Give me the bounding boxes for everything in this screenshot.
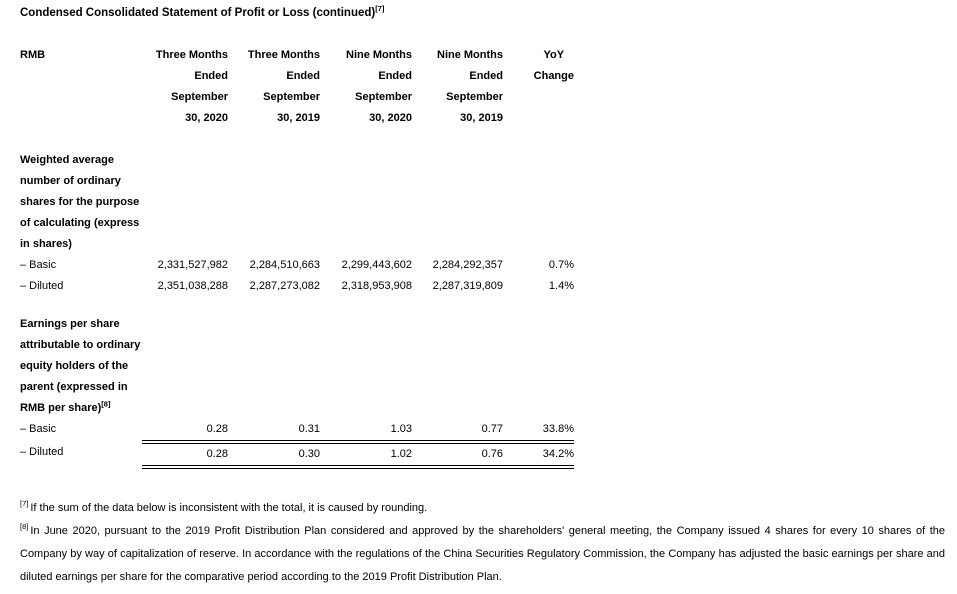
footnote-7: [7] If the sum of the data below is incon… xyxy=(20,497,945,520)
footnote-text: In June 2020, pursuant to the 2019 Profi… xyxy=(20,525,945,583)
row-label: – Diluted xyxy=(20,446,64,458)
column-header-3m-2020: Three Months Ended September 30, 2020 xyxy=(155,49,228,124)
column-header-yoy-change: YoY Change xyxy=(503,45,574,129)
section-footnote-ref: [8] xyxy=(101,399,111,409)
column-header-3m-2019: Three Months Ended September 30, 2019 xyxy=(247,49,320,124)
cell-value: 2,351,038,288 xyxy=(157,280,228,292)
footnote-text: If the sum of the data below is inconsis… xyxy=(30,502,428,514)
yoy-change-label: YoY Change xyxy=(533,49,574,82)
cell-value: 0.28 xyxy=(142,419,228,444)
cell-value: 2,284,292,357 xyxy=(432,259,503,271)
section-label-row-earnings-per-share: Earnings per share attributable to ordin… xyxy=(20,314,574,419)
table-row-shares-basic: – Basic 2,331,527,982 2,284,510,663 2,29… xyxy=(20,255,574,276)
cell-value: 0.30 xyxy=(228,442,320,469)
section-label: Weighted average number of ordinary shar… xyxy=(20,150,574,255)
cell-value: 0.7% xyxy=(548,259,574,271)
column-header-9m-2020: Nine Months Ended September 30, 2020 xyxy=(346,49,412,124)
table-row-eps-basic: – Basic 0.28 0.31 1.03 0.77 33.8% xyxy=(20,419,574,444)
footnote-8: [8] In June 2020, pursuant to the 2019 Pr… xyxy=(20,520,945,589)
section-label-text: Earnings per share attributable to ordin… xyxy=(20,318,141,414)
column-header-9m-2019: Nine Months Ended September 30, 2019 xyxy=(437,49,503,124)
title-footnote-ref: [7] xyxy=(375,4,385,14)
cell-value: 0.76 xyxy=(412,442,503,469)
spacer-row xyxy=(20,129,574,150)
footnote-marker: [8] xyxy=(20,522,29,532)
cell-value: 2,318,953,908 xyxy=(341,280,412,292)
cell-value: 2,331,527,982 xyxy=(157,259,228,271)
row-label-header: RMB xyxy=(20,49,46,61)
cell-value: 2,284,510,663 xyxy=(249,259,320,271)
cell-value: 1.03 xyxy=(320,419,412,444)
table-header-row: RMB Three Months Ended September 30, 202… xyxy=(20,45,574,129)
cell-value: 1.4% xyxy=(548,280,574,292)
page-title: Condensed Consolidated Statement of Prof… xyxy=(20,3,384,23)
cell-value: 0.31 xyxy=(228,419,320,444)
cell-value: 0.28 xyxy=(142,442,228,469)
cell-value: 2,287,273,082 xyxy=(249,280,320,292)
table-row-eps-diluted: – Diluted 0.28 0.30 1.02 0.76 34.2% xyxy=(20,442,574,469)
section-label-row-weighted-average: Weighted average number of ordinary shar… xyxy=(20,150,574,255)
section-label-text: Weighted average number of ordinary shar… xyxy=(20,154,140,250)
table-row-shares-diluted: – Diluted 2,351,038,288 2,287,273,082 2,… xyxy=(20,276,574,297)
cell-value: 2,287,319,809 xyxy=(432,280,503,292)
footnotes: [7] If the sum of the data below is incon… xyxy=(20,497,945,589)
row-label: – Diluted xyxy=(20,280,64,292)
section-label: Earnings per share attributable to ordin… xyxy=(20,314,574,419)
row-label: – Basic xyxy=(20,423,57,435)
cell-value: 1.02 xyxy=(320,442,412,469)
page-title-text: Condensed Consolidated Statement of Prof… xyxy=(20,7,376,19)
cell-value: 34.2% xyxy=(503,442,574,469)
cell-value: 0.77 xyxy=(412,419,503,444)
spacer-row xyxy=(20,297,574,314)
row-label: – Basic xyxy=(20,259,57,271)
cell-value: 33.8% xyxy=(503,419,574,444)
cell-value: 2,299,443,602 xyxy=(341,259,412,271)
footnote-marker: [7] xyxy=(20,499,29,509)
financial-table: RMB Three Months Ended September 30, 202… xyxy=(20,45,574,469)
